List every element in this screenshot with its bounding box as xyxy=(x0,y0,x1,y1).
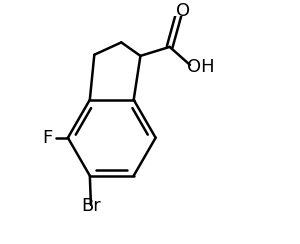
Text: F: F xyxy=(42,129,52,147)
Text: OH: OH xyxy=(187,58,214,76)
Text: O: O xyxy=(176,2,190,20)
Text: Br: Br xyxy=(81,197,101,215)
